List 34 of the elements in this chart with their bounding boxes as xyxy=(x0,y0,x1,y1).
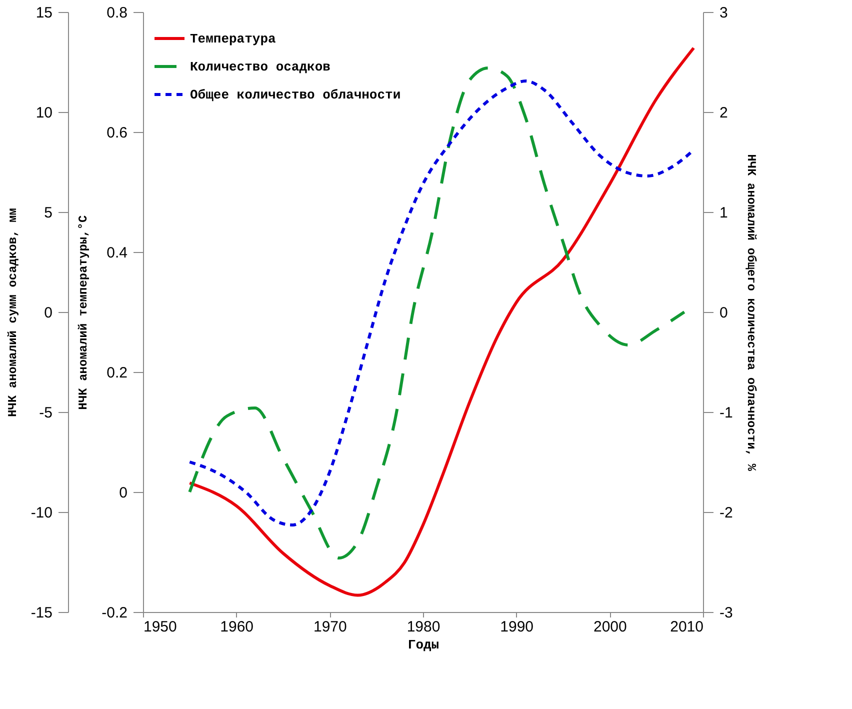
x-tick-label: 1970 xyxy=(313,618,347,636)
y-tick-label: 0 xyxy=(119,484,128,502)
y2-tick-label: 0 xyxy=(720,304,728,322)
y2-axis-title: НЧК аномалий общего количества облачности, % xyxy=(744,154,758,472)
x-tick-label: 1980 xyxy=(406,618,440,636)
x-tick-label: 1960 xyxy=(220,618,254,636)
y3-tick-label: -5 xyxy=(39,404,52,422)
y3-tick-label: 15 xyxy=(36,4,52,22)
y3-tick-label: 10 xyxy=(36,104,52,122)
y2-tick-label: 2 xyxy=(720,104,728,122)
legend-label: Температура xyxy=(190,32,276,46)
y-tick-label: 0.2 xyxy=(106,364,128,382)
y2-tick-label: -1 xyxy=(720,404,733,422)
legend-label: Количество осадков xyxy=(190,60,331,74)
y2-tick-label: -3 xyxy=(720,604,733,622)
y-tick-label: 0.4 xyxy=(106,244,128,262)
y2-tick-label: -2 xyxy=(720,504,733,522)
legend-label: Общее количество облачности xyxy=(190,88,401,102)
y3-tick-label: -15 xyxy=(30,604,52,622)
x-tick-label: 1950 xyxy=(144,618,177,636)
y2-tick-label: 3 xyxy=(720,4,728,22)
x-tick-label: 2000 xyxy=(593,618,627,636)
y-axis-title: НЧК аномалий температуры,°С xyxy=(76,215,91,410)
y-tick-label: -0.2 xyxy=(102,604,128,622)
y3-tick-label: 5 xyxy=(44,204,52,222)
y3-tick-label: -10 xyxy=(30,504,52,522)
y3-axis-title: НЧК аномалий сумм осадков, мм xyxy=(6,208,20,417)
y2-tick-label: 1 xyxy=(720,204,728,222)
y3-tick-label: 0 xyxy=(44,304,52,322)
y-tick-label: 0.6 xyxy=(106,124,128,142)
x-tick-label: 2010 xyxy=(670,618,704,636)
y-tick-label: 0.8 xyxy=(106,4,128,22)
x-axis-title: Годы xyxy=(408,638,440,652)
x-tick-label: 1990 xyxy=(500,618,534,636)
